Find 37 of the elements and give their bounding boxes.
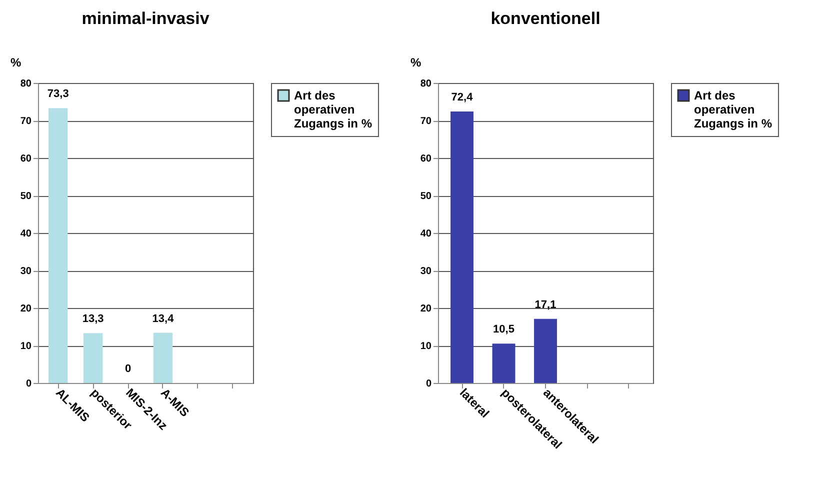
data-label: 10,5 (493, 324, 514, 336)
legend-label: Art des operativen Zugangs in % (294, 88, 372, 130)
data-label: 13,4 (152, 312, 175, 325)
y-tick-label: 40 (20, 228, 32, 240)
legend-label: Art des operativen Zugangs in % (694, 88, 772, 130)
y-tick-label: 70 (420, 116, 432, 127)
y-tick-label: 10 (420, 341, 432, 352)
bar (83, 333, 103, 383)
bar (48, 108, 68, 383)
chart-title: minimal-invasiv (82, 9, 210, 28)
y-tick-label: 60 (20, 154, 32, 164)
y-tick-label: 20 (420, 304, 432, 314)
y-axis-title: % (410, 56, 422, 70)
bar (492, 344, 516, 383)
bar (153, 332, 173, 383)
data-label: 17,1 (534, 298, 556, 311)
bar (534, 318, 557, 383)
y-tick-label: 80 (20, 78, 32, 90)
y-tick-label: 30 (420, 266, 432, 277)
data-label: 13,3 (82, 313, 104, 326)
y-tick-label: 0 (426, 378, 432, 390)
data-label: 73,3 (47, 88, 69, 100)
y-tick-label: 10 (20, 341, 32, 352)
data-label: 72,4 (451, 92, 474, 104)
bar (450, 112, 474, 383)
y-tick-label: 50 (420, 191, 432, 202)
y-tick-label: 80 (420, 78, 432, 90)
data-label: 0 (124, 363, 132, 375)
y-axis-title: % (10, 56, 22, 70)
y-tick-label: 0 (26, 378, 32, 390)
y-tick-label: 40 (420, 228, 432, 240)
chart-title: konventionell (490, 9, 600, 28)
y-tick-label: 70 (20, 116, 32, 127)
y-tick-label: 50 (20, 191, 32, 202)
y-tick-label: 20 (20, 304, 32, 314)
y-tick-label: 30 (20, 266, 32, 277)
y-tick-label: 60 (420, 154, 432, 164)
